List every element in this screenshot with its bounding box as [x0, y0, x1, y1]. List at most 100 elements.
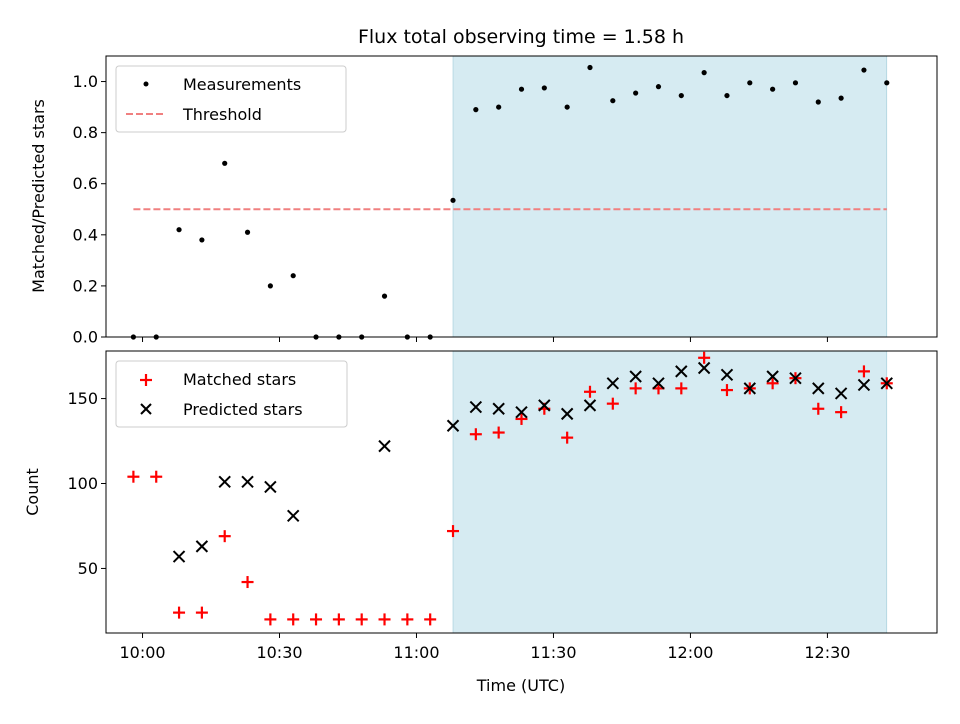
- matched-star-point: [378, 613, 391, 626]
- measurement-point: [222, 160, 228, 166]
- y-tick-label: 0.6: [73, 174, 98, 193]
- matched-star-point: [766, 377, 779, 390]
- matched-star-point: [447, 525, 460, 538]
- matched-star-point: [492, 426, 505, 439]
- matched-star-point: [218, 530, 231, 543]
- bottom-x-axis-ticks: 10:00 10:30 11:00 11:30 12:00 12:30: [119, 633, 850, 662]
- matched-star-point: [401, 613, 414, 626]
- top-observing-interval-shade: [452, 55, 888, 338]
- legend-predicted-label: Predicted stars: [183, 400, 303, 419]
- measurement-point: [815, 99, 821, 105]
- predicted-star-point: [469, 400, 483, 414]
- matched-star-point: [287, 613, 300, 626]
- x-tick-label: 11:00: [393, 643, 439, 662]
- predicted-star-point: [606, 377, 620, 390]
- y-tick-label: 0.0: [73, 328, 98, 347]
- legend-matched-marker: [140, 374, 152, 386]
- measurement-point: [587, 64, 593, 71]
- matched-star-point: [720, 384, 733, 397]
- matched-star-point: [698, 351, 711, 364]
- top-y-axis-ticks: 0.0 0.2 0.4 0.6 0.8 1.0: [73, 72, 106, 347]
- predicted-star-point: [538, 399, 551, 412]
- measurement-point: [884, 80, 890, 86]
- matched-star-point: [127, 470, 140, 483]
- matched-star-point: [515, 412, 528, 425]
- matched-star-point: [150, 470, 163, 483]
- matched-star-point: [835, 406, 848, 419]
- predicted-star-point: [378, 439, 391, 453]
- matched-star-point: [606, 397, 619, 410]
- top-y-axis-label: Matched/Predicted stars: [29, 99, 48, 293]
- matched-star-point: [195, 606, 208, 619]
- measurement-point: [473, 107, 479, 113]
- bottom-observing-interval-shade: [452, 350, 888, 634]
- matched-star-point: [241, 576, 254, 589]
- measurement-point: [724, 92, 730, 99]
- predicted-star-point: [834, 387, 848, 400]
- chart-title: Flux total observing time = 1.58 h: [358, 26, 684, 48]
- x-tick-label: 12:30: [804, 643, 850, 662]
- measurement-point: [610, 98, 616, 104]
- matched-star-point: [675, 382, 688, 395]
- predicted-star-point: [629, 370, 642, 383]
- predicted-star-point: [515, 405, 528, 419]
- y-tick-label: 100: [67, 474, 98, 493]
- predicted-star-point: [675, 365, 688, 378]
- y-tick-label: 1.0: [73, 72, 98, 91]
- legend-measurements-marker: [143, 81, 149, 87]
- matched-star-point: [583, 385, 596, 398]
- x-tick-label: 11:30: [530, 643, 576, 662]
- legend-matched-label: Matched stars: [183, 370, 296, 389]
- matched-star-point: [561, 431, 574, 444]
- measurement-point: [747, 80, 753, 86]
- predicted-star-point: [218, 475, 231, 489]
- predicted-star-point: [766, 370, 779, 383]
- bottom-legend: Matched stars Predicted stars: [115, 360, 348, 428]
- bottom-y-axis-ticks: 50 100 150: [67, 389, 106, 578]
- predicted-star-point: [720, 368, 734, 381]
- x-axis-label: Time (UTC): [476, 676, 565, 695]
- bottom-y-axis-label: Count: [23, 468, 42, 516]
- bottom-axes-frame: [105, 350, 938, 634]
- y-tick-label: 0.8: [73, 123, 98, 142]
- y-tick-label: 150: [67, 389, 98, 408]
- measurement-point: [496, 104, 502, 110]
- measurement-point: [770, 86, 776, 92]
- measurements-points: [130, 64, 890, 340]
- measurement-point: [861, 67, 867, 73]
- y-tick-label: 0.4: [73, 225, 98, 244]
- measurement-point: [199, 237, 205, 243]
- measurement-point: [701, 70, 707, 76]
- measurement-point: [564, 104, 570, 110]
- predicted-star-point: [241, 475, 254, 489]
- measurement-point: [655, 84, 662, 90]
- x-tick-label: 12:00: [667, 643, 713, 662]
- y-tick-label: 50: [78, 559, 98, 578]
- matched-star-point: [857, 365, 870, 378]
- measurement-point: [792, 80, 799, 86]
- predicted-star-point: [492, 402, 505, 415]
- predicted-star-point: [264, 480, 277, 494]
- predicted-star-point: [812, 382, 825, 395]
- predicted-star-point: [583, 399, 597, 412]
- predicted-star-point: [789, 371, 802, 385]
- predicted-star-point: [743, 382, 757, 395]
- predicted-star-point: [172, 550, 186, 563]
- matched-star-point: [355, 613, 368, 626]
- predicted-star-point: [880, 377, 893, 390]
- measurement-point: [290, 273, 296, 279]
- measurement-point: [381, 293, 388, 299]
- top-legend: Measurements Threshold: [115, 65, 347, 133]
- legend-measurements-label: Measurements: [183, 75, 301, 94]
- measurement-point: [838, 95, 844, 101]
- matched-star-point: [629, 382, 642, 395]
- matched-star-point: [469, 428, 482, 441]
- top-axes-frame: [105, 55, 938, 338]
- predicted-stars-points: [172, 361, 893, 563]
- x-tick-label: 10:30: [256, 643, 302, 662]
- y-tick-label: 0.2: [73, 276, 98, 295]
- matched-star-point: [812, 402, 825, 415]
- x-tick-label: 10:00: [119, 643, 165, 662]
